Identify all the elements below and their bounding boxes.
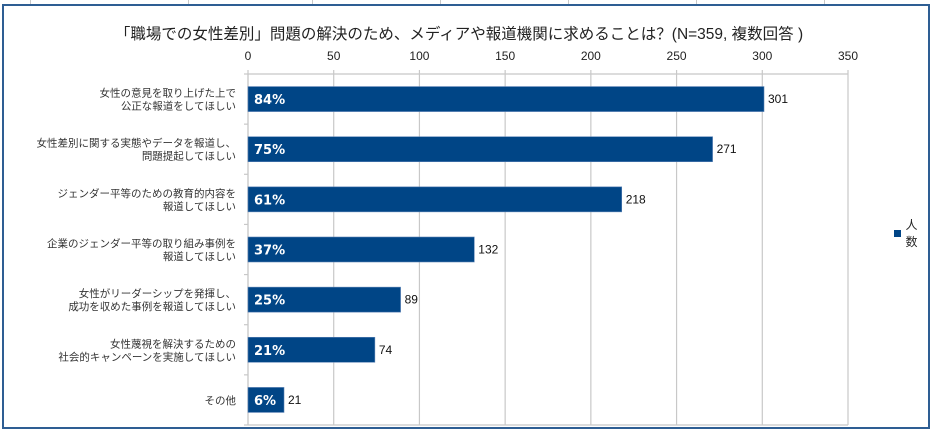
x-tick-label: 150: [495, 49, 515, 63]
category-label: 報道してほしい: [163, 250, 236, 263]
category-label: 社会的キャンペーンを実施してほしい: [58, 350, 236, 363]
bar: [247, 136, 713, 163]
x-tick-label: 200: [581, 49, 601, 63]
bar: [247, 86, 765, 112]
grid-line: [696, 0, 697, 6]
bar-chart: 0 50 100 150 200 250 300 350 84% 301 女性の意見を取り上げた上で…: [37, 49, 858, 426]
bar: [247, 236, 475, 263]
bar-percent-label: 6%: [254, 394, 276, 409]
bar-percent-label: 37%: [254, 244, 285, 259]
bar-value-label: 218: [626, 192, 646, 206]
legend-swatch: [894, 229, 901, 237]
bar-percent-label: 75%: [254, 143, 285, 158]
bar-value-label: 74: [379, 343, 393, 357]
grid-line: [568, 0, 569, 6]
bar-value-label: 301: [768, 92, 788, 106]
bar-value-label: 271: [717, 142, 737, 156]
bar-value-label: 21: [288, 393, 302, 407]
legend: 人数: [894, 216, 928, 250]
category-label: 女性がリーダーシップを発揮し、: [79, 287, 236, 300]
bar-percent-label: 25%: [254, 294, 285, 309]
bar: [247, 186, 623, 213]
grid-line: [824, 0, 825, 6]
x-tick-label: 350: [838, 49, 858, 63]
chart-frame[interactable]: 「職場での女性差別」問題の解決のため、メディアや報道機関に求めることは？(N=3…: [2, 4, 930, 429]
chart-title: 「職場での女性差別」問題の解決のため、メディアや報道機関に求めることは？(N=3…: [114, 26, 804, 43]
grid-line: [30, 0, 31, 6]
bar-value-label: 132: [478, 243, 498, 257]
category-label: 成功を収めた事例を報道してほしい: [68, 300, 236, 313]
spreadsheet-grid-strip: [0, 0, 940, 6]
category-label: その他: [205, 394, 237, 407]
category-label: 報道してほしい: [163, 200, 236, 213]
category-label: 問題提起してほしい: [142, 151, 236, 163]
category-label: 女性蔑視を解決するための: [110, 337, 236, 350]
legend-label: 人数: [905, 218, 918, 249]
bar-percent-label: 21%: [254, 344, 285, 359]
grid-line: [440, 0, 441, 6]
bar: [247, 387, 285, 413]
grid-line: [312, 0, 313, 6]
bar-percent-label: 84%: [254, 93, 285, 108]
bar-value-label: 89: [405, 293, 419, 307]
bar-percent-label: 61%: [254, 193, 285, 208]
category-label: 公正な報道をしてほしい: [121, 100, 236, 113]
x-tick-label: 100: [409, 49, 429, 63]
category-label: 女性の意見を取り上げた上で: [100, 87, 237, 100]
category-label: 女性差別に関する実態やデータを報道し、: [37, 137, 237, 150]
x-tick-label: 0: [245, 49, 252, 63]
bar: [247, 336, 376, 363]
category-label: ジェンダー平等のための教育的内容を: [58, 187, 237, 200]
x-tick-label: 50: [327, 49, 341, 63]
x-tick-label: 300: [752, 49, 772, 63]
bar: [247, 286, 401, 313]
category-label: 企業のジェンダー平等の取り組み事例を: [47, 237, 236, 250]
grid-line: [188, 0, 189, 6]
x-tick-label: 250: [667, 49, 687, 63]
